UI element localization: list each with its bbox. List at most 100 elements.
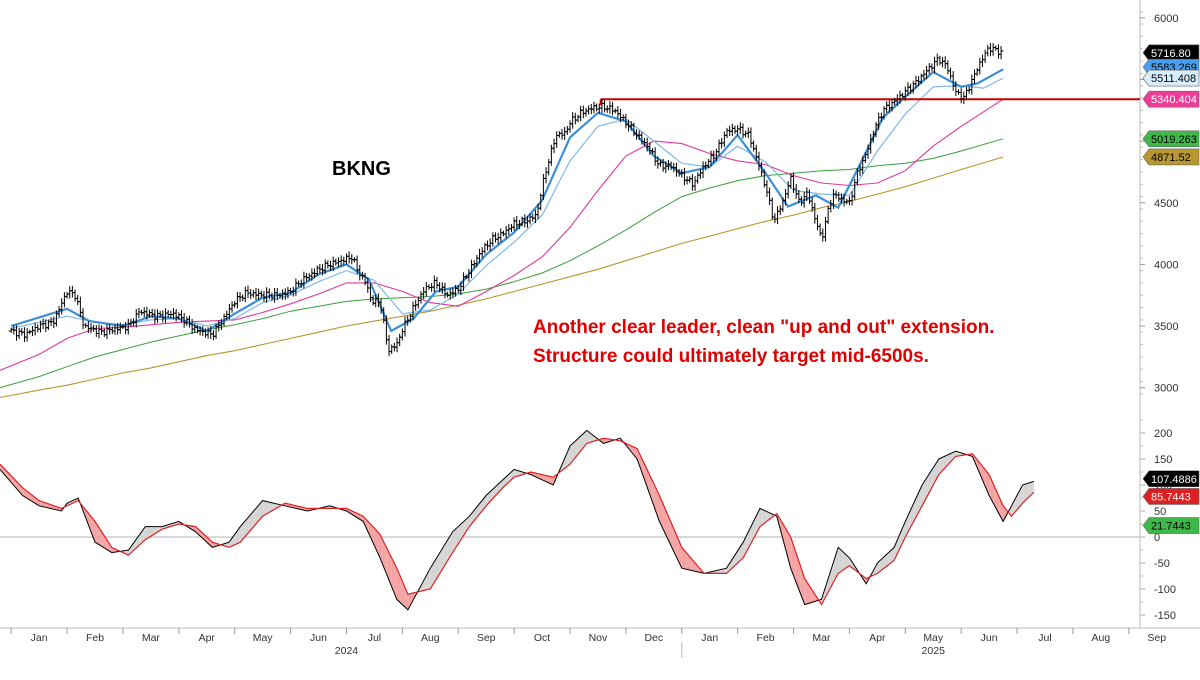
oscillator-fill [976,459,980,472]
oscillator-fill [138,532,141,546]
oscillator-fill [266,501,269,515]
price-bar [474,254,480,267]
oscillator-fill [844,553,848,569]
month-label: Feb [757,632,775,644]
price-bar [767,187,773,205]
price-panel [0,43,1140,399]
oscillator-fill [1021,484,1024,505]
oscillator-fill [431,562,434,588]
price-bar [165,310,171,318]
oscillator-fill [941,456,944,473]
oscillator-fill [109,543,112,553]
price-bar [554,131,560,148]
oscillator-fill [927,472,930,496]
oscillator-fill [891,547,895,563]
oscillator-fill [538,473,541,480]
price-bar [748,127,754,148]
oscillator-fill [212,542,215,548]
price-bar [769,197,775,220]
price-bar [101,328,107,337]
oscillator-fill [581,433,584,451]
month-label: Dec [644,632,663,644]
oscillator-fill [717,569,720,574]
oscillator-fill [26,491,30,500]
month-label: Aug [421,632,440,644]
price-bar [346,251,352,264]
oscillator-fill [878,559,881,573]
oscillator-fill [929,469,933,492]
osc-tick-label: 0 [1154,532,1160,544]
oscillator-fill [657,490,660,522]
oscillator-fill [487,492,490,505]
oscillator-fill [578,435,582,454]
oscillator-fill [384,543,387,575]
oscillator-fill [24,489,27,499]
price-bar [532,209,538,224]
oscillator-fill [979,462,982,478]
oscillator-fill [377,532,380,558]
oscillator-fill [605,438,608,443]
oscillator-fill [245,517,249,536]
price-bar [439,282,445,294]
price-bar [234,291,240,309]
oscillator-fill [947,453,950,465]
oscillator-fill [393,561,396,597]
x-axis: Jan Feb Mar Apr May Jun Jul Aug Sep Oct Nov Dec Jan F… [10,628,1166,658]
oscillator-fill [270,502,273,512]
oscillator-fill [1028,482,1031,498]
price-bar [434,276,440,289]
price-bar [141,307,147,318]
oscillator-fill [782,523,785,546]
price-bar [431,275,437,293]
oscillator-fill [923,479,926,504]
price-bar [578,105,584,122]
oscillator-fill [447,537,450,562]
oscillator-fill [400,576,403,605]
price-bar [69,285,75,298]
oscillator-fill [1032,481,1034,494]
price-bar [689,174,695,191]
price-bar [961,91,967,104]
oscillator-fill [672,526,676,555]
price-bar [822,216,828,242]
oscillator-fill [442,544,445,569]
value-badge-shape [1142,130,1200,148]
price-bar [987,43,993,57]
oscillator-fill [793,545,796,582]
oscillator-fill [847,555,850,568]
month-label: Jun [981,632,998,644]
price-tick-label: 4000 [1154,259,1178,271]
osc-tick-label: -150 [1154,610,1176,622]
oscillator-fill [22,487,25,497]
oscillator-fill [925,476,928,500]
oscillator-fill [147,526,150,539]
price-bar [229,301,235,313]
oscillator-fill [999,497,1002,519]
month-label: May [253,632,274,644]
month-label: Jun [310,632,327,644]
oscillator-line-red [0,437,1035,606]
oscillator-fill [98,526,101,546]
oscillator-fill [570,443,573,465]
month-label: Feb [86,632,104,644]
price-bar [426,284,432,290]
oscillator-fill [449,533,452,559]
price-bar [993,45,999,51]
oscillator-fill [236,528,240,544]
month-label: Apr [199,632,216,644]
oscillator-fill [945,454,948,468]
oscillator-fill [87,511,90,528]
oscillator-fill [994,487,997,510]
price-bar [551,138,557,154]
oscillator-fill [885,553,888,568]
oscillator-fill [679,542,682,569]
value-badge-text: 85.7443 [1151,491,1191,503]
oscillator-fill [420,582,423,592]
oscillator-fill [254,507,258,526]
osc-tick-label: -50 [1154,558,1170,570]
price-bar [985,44,991,57]
price-bar [594,103,600,112]
oscillator-fill [272,502,275,511]
oscillator-fill [809,585,812,604]
oscillator-fill [491,488,494,500]
